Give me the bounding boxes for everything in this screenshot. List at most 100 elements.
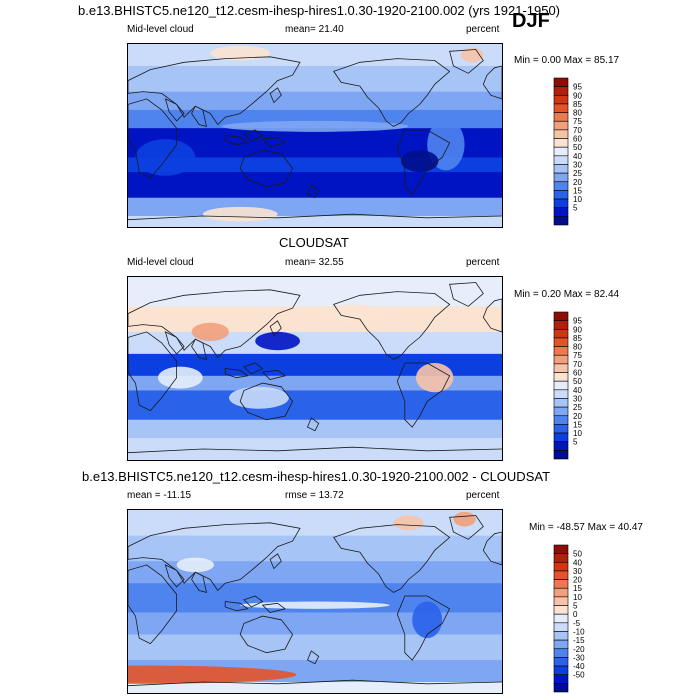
panel2-colorbar-tick-label: 75 bbox=[573, 351, 582, 360]
panel1-colorbar-box bbox=[553, 138, 569, 148]
panel3-colorbar-box bbox=[553, 613, 569, 624]
panel3-colorbar-tick-label: 40 bbox=[573, 558, 582, 567]
panel3-colorbar-box bbox=[553, 657, 569, 667]
panel3-coastline bbox=[128, 679, 502, 687]
panel2-colorbar-box bbox=[553, 363, 569, 373]
panel3-colorbar-tick-label: 50 bbox=[573, 550, 582, 559]
panel2-colorbar-box bbox=[553, 354, 569, 365]
panel1-colorbar-tick-label: 90 bbox=[573, 91, 582, 100]
panel1-colorbar-box bbox=[553, 103, 569, 113]
panel2-colorbar-box bbox=[553, 450, 569, 460]
panel2-colorbar-box bbox=[553, 337, 569, 347]
panel1-coastline bbox=[128, 98, 177, 179]
panel2-coastline bbox=[261, 369, 287, 380]
panel3-field-band bbox=[128, 682, 502, 693]
panel1-field-band bbox=[128, 197, 502, 217]
panel2-field-band bbox=[128, 306, 502, 333]
panel1-colorbar-tick-label: 75 bbox=[573, 117, 582, 126]
panel2-colorbar-box bbox=[553, 346, 569, 356]
panel1-coastline bbox=[128, 213, 502, 221]
panel1-field-patch bbox=[221, 120, 409, 132]
panel2-coastline bbox=[396, 362, 451, 428]
panel2-colorbar-box bbox=[553, 415, 569, 425]
panel3-field-patch bbox=[453, 511, 476, 527]
panel1-colorbar-tick-label: 80 bbox=[573, 109, 582, 118]
panel2-colorbar-box bbox=[553, 311, 569, 321]
panel2-field-patch bbox=[228, 386, 289, 409]
panel1-map-field bbox=[128, 44, 502, 227]
panel1-field-band bbox=[128, 65, 502, 93]
panel2-colorbar-tick-label: 95 bbox=[573, 317, 582, 326]
panel3-coastline bbox=[239, 615, 294, 654]
panel1-colorbar-box bbox=[553, 164, 569, 174]
panel2-title: CLOUDSAT bbox=[279, 235, 349, 250]
panel3-colorbar-box bbox=[553, 605, 569, 615]
panel2-coastline bbox=[269, 320, 282, 337]
panel3-colorbar-tick-label: 0 bbox=[573, 610, 578, 619]
panel3-colorbar-tick-label: -30 bbox=[573, 653, 585, 662]
panel3-coastline bbox=[128, 564, 177, 645]
panel3-colorbar: 50 40 30 20 15 10 5 0 -5 -10 -15 -20 -30 -40 -50 bbox=[552, 544, 612, 695]
panel2-coastline bbox=[482, 298, 502, 333]
panel2-minmax-label: Min = 0.20 Max = 82.44 bbox=[514, 289, 620, 300]
panel3-coastline bbox=[128, 522, 301, 592]
panel2-field-patch bbox=[191, 322, 229, 342]
panel2-field-patch bbox=[315, 304, 390, 323]
panel3-colorbar-box bbox=[553, 544, 569, 554]
panel3-field-patch bbox=[393, 515, 424, 531]
panel1-colorbar-box bbox=[553, 146, 569, 157]
panel1-field-band bbox=[128, 91, 502, 111]
panel2-colorbar-box bbox=[553, 424, 569, 434]
panel2-coastline bbox=[128, 331, 177, 412]
panel2-colorbar-box bbox=[553, 432, 569, 443]
panel1-coastline bbox=[128, 56, 301, 126]
panel3-colorbar-tick-label: 20 bbox=[573, 576, 582, 585]
panel3-colorbar-tick-label: -15 bbox=[573, 636, 585, 645]
panel2-coastline bbox=[243, 362, 264, 375]
panel3-colorbar-box bbox=[553, 683, 569, 693]
panel2-colorbar-box bbox=[553, 328, 569, 339]
panel2-colorbar-tick-label: 10 bbox=[573, 429, 582, 438]
panel3-colorbar-box bbox=[553, 639, 569, 650]
panel3-title: b.e13.BHISTC5.ne120_t12.cesm-ihesp-hires… bbox=[82, 469, 551, 484]
panel3-colorbar-tick-label: -20 bbox=[573, 645, 585, 654]
panel3-coastline bbox=[449, 515, 484, 540]
panel2-coastline bbox=[239, 382, 294, 421]
panel2-coastline bbox=[333, 291, 451, 360]
panel1-coastline bbox=[306, 184, 320, 199]
panel2-colorbar-tick-label: 25 bbox=[573, 403, 582, 412]
panel1-colorbar-tick-label: 85 bbox=[573, 100, 582, 109]
panel3-colorbar-box bbox=[553, 587, 569, 598]
panel3-map bbox=[127, 509, 503, 694]
panel1-field-patch bbox=[210, 45, 271, 61]
panel1-colorbar-tick-label: 40 bbox=[573, 152, 582, 161]
panel3-colorbar-box bbox=[553, 579, 569, 589]
panel1-colorbar: 95 90 85 80 75 70 60 50 40 30 25 20 15 10 5 bbox=[552, 77, 612, 228]
panel2-field-band bbox=[128, 375, 502, 391]
panel1-mean-label: mean= 21.40 bbox=[285, 24, 344, 35]
panel1-colorbar-box bbox=[553, 216, 569, 226]
panel1-field-patch bbox=[202, 206, 278, 222]
panel2-map-field bbox=[128, 277, 502, 460]
panel2-colorbar-tick-label: 30 bbox=[573, 394, 582, 403]
panel3-coastline bbox=[243, 595, 264, 608]
panel3-field-band bbox=[128, 612, 502, 635]
panel1-colorbar-box bbox=[553, 120, 569, 131]
panel2-colorbar-box bbox=[553, 398, 569, 408]
panel3-colorbar-tick-label: -50 bbox=[573, 671, 585, 680]
panel2-field-band bbox=[128, 277, 502, 307]
panel1-colorbar-tick-label: 50 bbox=[573, 143, 582, 152]
panel1-field-band bbox=[128, 172, 502, 199]
panel3-coastline bbox=[164, 564, 185, 588]
panel2-field-band bbox=[128, 419, 502, 439]
panel3-rmse-label: rmse = 13.72 bbox=[285, 490, 344, 501]
panel1-field-patch bbox=[460, 47, 484, 63]
panel1-field-patch bbox=[135, 139, 196, 176]
panel2-field-patch bbox=[255, 331, 301, 351]
panel1-field-band bbox=[128, 109, 502, 129]
panel3-coastline bbox=[482, 531, 502, 566]
panel2-field-band bbox=[128, 331, 502, 355]
panel2-coastline bbox=[191, 338, 208, 360]
panel2-colorbar-tick-label: 80 bbox=[573, 343, 582, 352]
panel2-field-band bbox=[128, 353, 502, 377]
